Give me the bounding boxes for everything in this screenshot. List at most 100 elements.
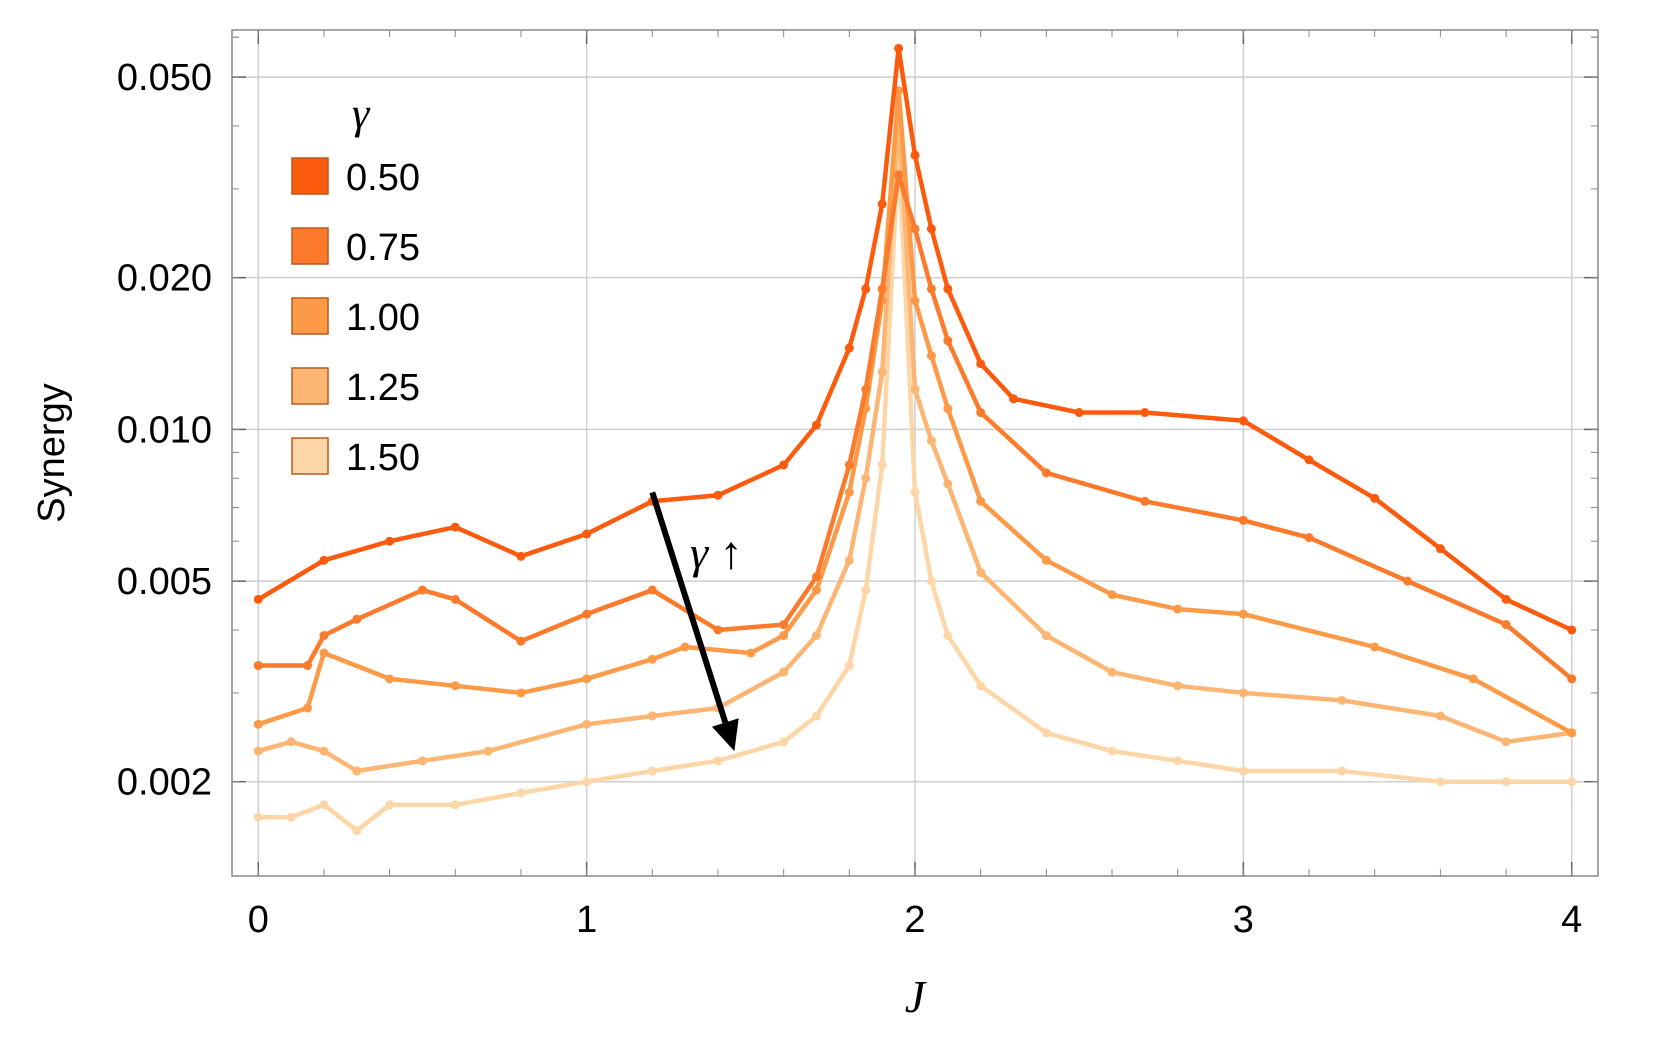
data-point [1009,394,1019,404]
data-point [1567,777,1577,787]
data-point [926,436,936,446]
data-point [1041,555,1051,565]
data-point [1074,408,1084,418]
data-point [779,667,789,677]
x-tick-label: 0 [248,899,269,941]
x-axis-label: J [905,971,928,1022]
data-point [253,719,263,729]
x-tick-label: 2 [904,899,925,941]
data-point [844,343,854,353]
data-point [647,766,657,776]
arrow-head-icon [711,718,739,752]
data-point [1107,667,1117,677]
data-point [1501,737,1511,747]
data-point [1107,590,1117,600]
data-point [516,688,526,698]
data-point [811,585,821,595]
series-0.50 [253,43,1577,635]
y-tick-label: 0.005 [117,561,212,603]
data-point [910,296,920,306]
data-point [1370,642,1380,652]
data-point [943,631,953,641]
data-point [352,614,362,624]
data-point [582,674,592,684]
data-point [811,711,821,721]
data-point [450,594,460,604]
data-point [811,420,821,430]
series-1.50 [253,144,1577,836]
data-point [877,460,887,470]
series-line [258,146,1572,833]
series-1.25 [253,110,1577,776]
data-point [319,555,329,565]
legend-swatch [291,367,329,405]
data-point [861,284,871,294]
data-point [450,522,460,532]
legend-label: 0.50 [346,157,420,199]
data-point [303,703,313,713]
data-point [286,737,296,747]
legend-label: 1.25 [346,367,420,409]
data-point [943,404,953,414]
data-point [926,284,936,294]
data-point [811,572,821,582]
data-point [582,719,592,729]
data-point [943,336,953,346]
data-point [253,746,263,756]
legend-swatch [291,297,329,335]
x-tick-label: 4 [1561,899,1582,941]
data-point [1468,674,1478,684]
legend-label: 1.50 [346,437,420,479]
data-point [1501,594,1511,604]
data-point [1337,766,1347,776]
data-point [844,460,854,470]
data-point [926,224,936,234]
data-point [1435,711,1445,721]
legend-swatch [291,437,329,475]
data-point [861,585,871,595]
legend-items: 0.50 0.75 1.00 1.25 1.50 [291,157,420,479]
data-point [1173,681,1183,691]
data-point [417,756,427,766]
data-point [894,170,904,180]
data-point [417,585,427,595]
legend: γ 0.50 0.75 1.00 1.25 1.50 [291,89,420,479]
legend-swatch [291,157,329,195]
data-point [450,800,460,810]
series-0.75 [253,170,1577,684]
data-point [647,711,657,721]
data-point [483,746,493,756]
data-point [1173,604,1183,614]
data-point [779,631,789,641]
data-point [286,812,296,822]
data-point [811,631,821,641]
axis-ticks: 0 1 2 3 4 0.002 0.005 0.010 0.020 0.050 [117,30,1598,941]
data-point [319,631,329,641]
data-point [1238,515,1248,525]
data-point [894,43,904,53]
data-point [877,284,887,294]
arrow-icon [649,491,729,724]
data-point [385,800,395,810]
data-point [516,551,526,561]
data-point [910,150,920,160]
data-point [1107,746,1117,756]
data-point [1501,620,1511,630]
data-point [319,800,329,810]
data-point [1238,416,1248,426]
data-point [1140,496,1150,506]
data-point [943,284,953,294]
data-point [253,812,263,822]
data-point [647,654,657,664]
data-point [713,756,723,766]
data-point [1304,455,1314,465]
data-point [746,648,756,658]
data-point [844,661,854,671]
data-point [253,661,263,671]
data-point [713,490,723,500]
data-point [1403,576,1413,586]
data-point [385,674,395,684]
data-point [1041,631,1051,641]
data-point [779,620,789,630]
